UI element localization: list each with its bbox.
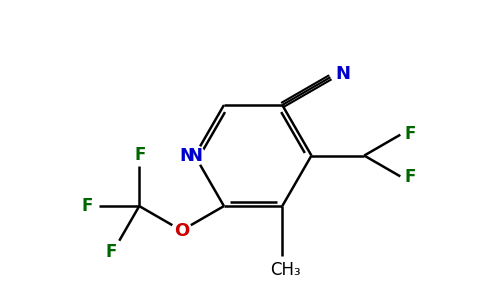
Text: CH₃: CH₃	[270, 261, 301, 279]
Text: F: F	[81, 197, 93, 215]
Text: N: N	[335, 65, 350, 83]
Text: F: F	[404, 169, 415, 187]
Circle shape	[172, 220, 192, 241]
Text: N: N	[187, 147, 202, 165]
Text: F: F	[135, 146, 146, 164]
Text: N: N	[179, 147, 194, 165]
Text: O: O	[174, 221, 189, 239]
Circle shape	[185, 146, 205, 166]
Text: F: F	[105, 243, 117, 261]
Text: F: F	[404, 124, 415, 142]
